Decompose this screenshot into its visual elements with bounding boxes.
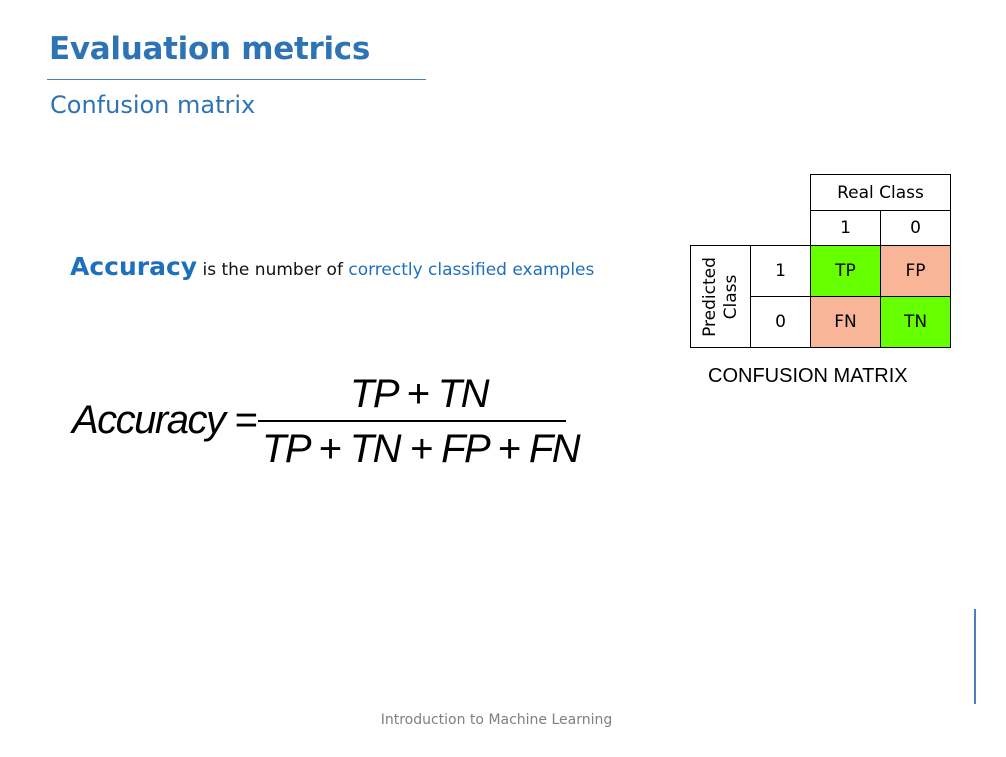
matrix-caption: CONFUSION MATRIX [708, 365, 908, 387]
title-underline [47, 79, 426, 80]
side-divider [974, 609, 976, 704]
formula-denominator: TP + TN + FP + FN [262, 427, 581, 471]
accuracy-definition: Accuracy is the number of correctly clas… [70, 252, 594, 281]
accuracy-term: Accuracy [70, 252, 198, 281]
formula-lhs: Accuracy = [72, 398, 257, 442]
real-class-1: 1 [810, 210, 881, 246]
cell-tn: TN [880, 296, 951, 348]
footer-text: Introduction to Machine Learning [380, 712, 613, 728]
slide-title: Evaluation metrics [49, 31, 371, 67]
accuracy-formula: Accuracy = TP + TN TP + TN + FP + FN [70, 372, 590, 482]
formula-lhs-text: Accuracy [72, 398, 226, 442]
real-class-0: 0 [880, 210, 951, 246]
real-class-header: Real Class [810, 174, 951, 211]
predicted-class-1: 1 [750, 245, 811, 297]
slide-subtitle: Confusion matrix [50, 91, 256, 119]
cell-tp: TP [810, 245, 881, 297]
predicted-class-header: Predicted Class [690, 245, 751, 348]
predicted-label: Predicted [699, 256, 720, 337]
formula-numerator: TP + TN [350, 372, 490, 416]
cell-fp: FP [880, 245, 951, 297]
fraction-bar [258, 420, 566, 422]
accuracy-highlight: correctly classified examples [348, 260, 595, 280]
cell-fn: FN [810, 296, 881, 348]
class-label: Class [720, 274, 741, 319]
predicted-class-0: 0 [750, 296, 811, 348]
accuracy-middle-text: is the number of [197, 260, 349, 280]
predicted-class-text: Predicted Class [700, 257, 742, 337]
